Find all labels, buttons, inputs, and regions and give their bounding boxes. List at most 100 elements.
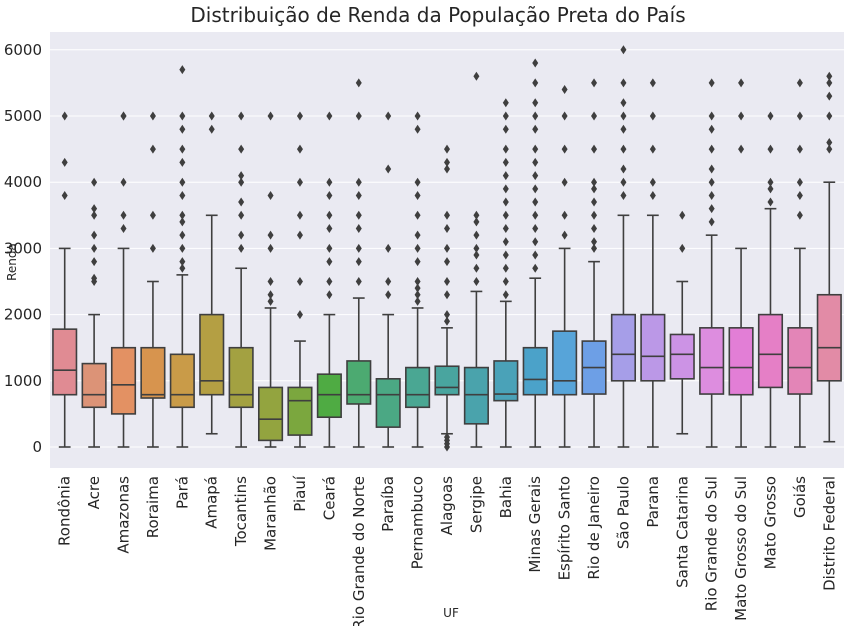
outlier-point bbox=[149, 210, 156, 220]
box-sergipe bbox=[463, 71, 489, 448]
outlier-point bbox=[296, 210, 303, 220]
box-roraima bbox=[140, 111, 166, 448]
box-espirito-santo bbox=[552, 85, 578, 448]
box-iqr bbox=[405, 366, 431, 409]
outlier-point bbox=[238, 243, 245, 253]
box-iqr bbox=[346, 360, 372, 405]
outlier-point bbox=[444, 224, 450, 234]
outlier-point bbox=[561, 144, 568, 154]
outlier-point bbox=[444, 243, 450, 253]
x-axis-label: UF bbox=[443, 606, 459, 620]
outlier-point bbox=[91, 273, 98, 283]
outlier-point bbox=[532, 210, 539, 220]
outlier-point bbox=[502, 184, 509, 194]
outlier-point bbox=[502, 98, 509, 108]
outlier-point bbox=[502, 263, 509, 273]
x-tick-label-alagoas: Alagoas bbox=[438, 476, 456, 536]
box-amapa bbox=[199, 111, 225, 435]
outlier-point bbox=[326, 210, 333, 220]
outlier-point bbox=[473, 230, 480, 240]
box-iqr bbox=[816, 293, 842, 382]
outlier-point bbox=[738, 111, 745, 121]
x-tick-labels: Rondônia Acre Amazonas Roraima Pará Amapá Toca… bbox=[56, 475, 839, 626]
outlier-point bbox=[414, 124, 421, 134]
y-tick-labels: 0 1000 2000 3000 4000 5000 6000 bbox=[4, 41, 42, 456]
outlier-point bbox=[385, 243, 392, 253]
outlier-point bbox=[179, 65, 186, 75]
outlier-point bbox=[591, 197, 598, 207]
outlier-point bbox=[767, 177, 774, 187]
outlier-point bbox=[326, 243, 333, 253]
outlier-point bbox=[532, 58, 539, 68]
outlier-point bbox=[238, 197, 245, 207]
outlier-point bbox=[238, 177, 245, 187]
outlier-point bbox=[179, 257, 186, 267]
outlier-point bbox=[649, 144, 656, 154]
x-tick-label-pernambuco: Pernambuco bbox=[409, 476, 427, 569]
box-iqr bbox=[669, 333, 695, 380]
box-iqr bbox=[728, 327, 754, 396]
x-tick-label-amazonas: Amazonas bbox=[115, 476, 133, 554]
outlier-point bbox=[532, 197, 539, 207]
box-piaui bbox=[287, 111, 313, 448]
outlier-point bbox=[738, 78, 745, 88]
outlier-point bbox=[591, 111, 598, 121]
x-tick-label-tocantins: Tocantins bbox=[232, 476, 250, 547]
outlier-point bbox=[179, 263, 186, 273]
box-iqr bbox=[522, 346, 548, 396]
outlier-point bbox=[591, 210, 598, 220]
outlier-point bbox=[414, 190, 421, 200]
outlier-point bbox=[238, 144, 245, 154]
box-iqr bbox=[52, 328, 78, 396]
outlier-point bbox=[620, 164, 627, 174]
box-mato-grosso bbox=[757, 111, 784, 448]
outlier-point bbox=[826, 71, 833, 81]
outlier-point bbox=[708, 164, 715, 174]
x-tick-label-mato-grosso: Mato Grosso bbox=[761, 476, 779, 569]
outlier-point bbox=[179, 217, 186, 227]
outlier-point bbox=[355, 210, 362, 220]
box-distrito-federal bbox=[816, 71, 842, 443]
outlier-point bbox=[826, 111, 833, 121]
outlier-point bbox=[208, 124, 215, 134]
outlier-point bbox=[296, 277, 303, 286]
box-iqr bbox=[228, 346, 254, 409]
outlier-point bbox=[796, 78, 803, 88]
outlier-point bbox=[561, 177, 568, 187]
box-rio-grande-do-sul bbox=[699, 78, 725, 448]
outlier-point bbox=[473, 210, 480, 220]
box-pernambuco bbox=[405, 111, 431, 448]
chart-title: Distribuição de Renda da População Preta… bbox=[190, 3, 685, 27]
outlier-point bbox=[444, 290, 450, 300]
outlier-point bbox=[679, 210, 686, 220]
outlier-point bbox=[208, 111, 215, 121]
box-rio-de-janeiro bbox=[581, 78, 607, 448]
outlier-point bbox=[179, 243, 186, 253]
x-tick-label-mato-grosso-do-sul: Mato Grosso do Sul bbox=[732, 476, 750, 621]
outlier-point bbox=[267, 277, 274, 286]
x-tick-label-rondonia: Rondônia bbox=[56, 476, 74, 546]
outlier-point bbox=[414, 210, 421, 220]
box-sao-paulo bbox=[610, 45, 637, 448]
outlier-point bbox=[502, 144, 509, 154]
outlier-point bbox=[444, 157, 450, 167]
x-tick-label-santa-catarina: Santa Catarina bbox=[673, 476, 691, 588]
outlier-point bbox=[649, 190, 656, 200]
y-tick-label-0: 0 bbox=[32, 438, 42, 456]
box-amazonas bbox=[110, 111, 137, 448]
outlier-point bbox=[796, 111, 803, 121]
outlier-point bbox=[444, 432, 450, 442]
box-iqr bbox=[757, 313, 784, 389]
outlier-point bbox=[473, 243, 480, 253]
x-tick-label-roraima: Roraima bbox=[144, 476, 162, 538]
outlier-point bbox=[326, 177, 333, 187]
outlier-point bbox=[385, 277, 392, 286]
outlier-point bbox=[385, 111, 392, 121]
outlier-point bbox=[502, 290, 509, 300]
outlier-point bbox=[796, 144, 803, 154]
outlier-point bbox=[179, 124, 186, 134]
outlier-point bbox=[502, 124, 509, 134]
x-tick-label-minas-gerais: Minas Gerais bbox=[526, 476, 544, 573]
outlier-point bbox=[267, 230, 274, 240]
